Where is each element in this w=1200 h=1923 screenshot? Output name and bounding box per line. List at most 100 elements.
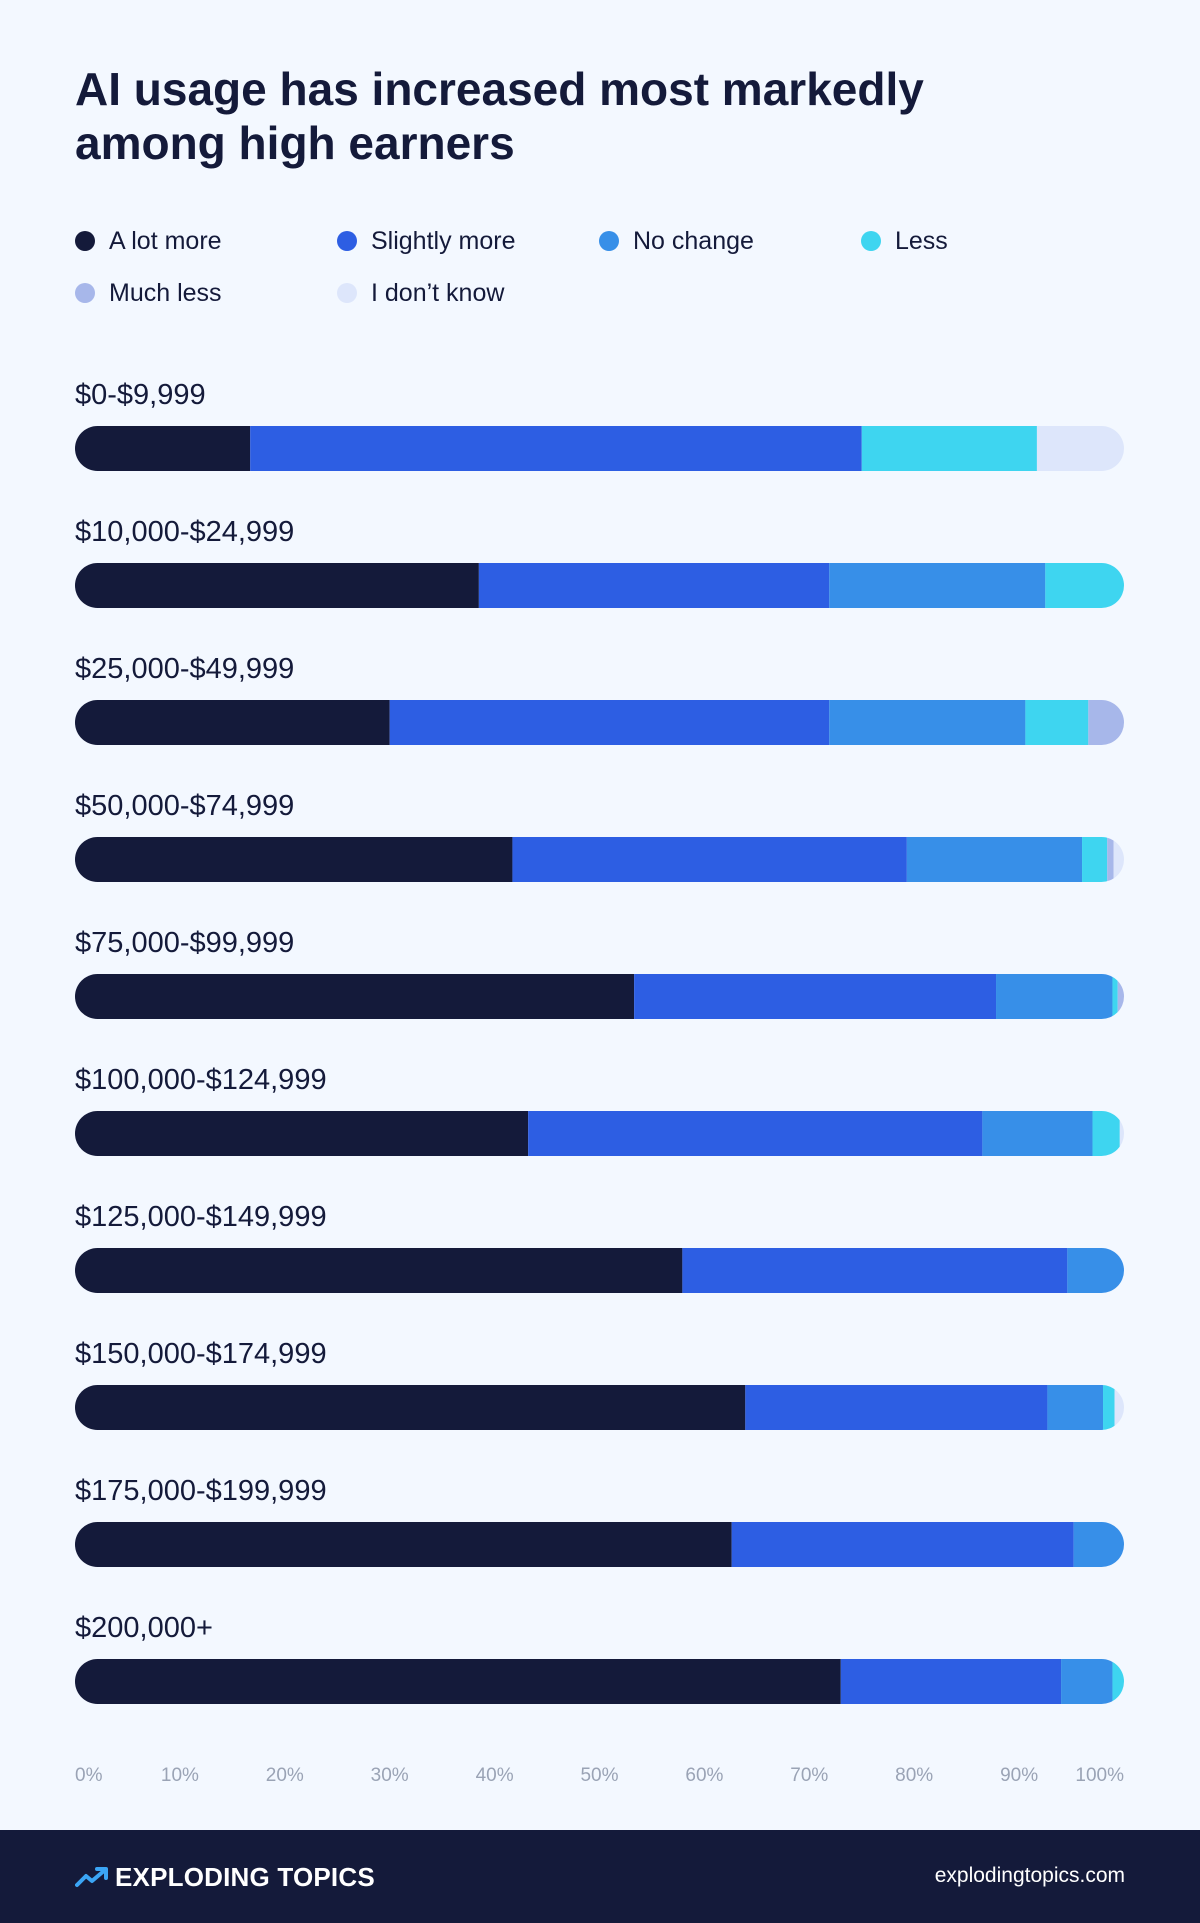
legend-label: Slightly more [371,226,516,255]
legend-label: A lot more [109,226,222,255]
chart-title: AI usage has increased most markedly amo… [75,63,924,169]
bar-segment [75,1659,841,1704]
site-url[interactable]: explodingtopics.com [934,1864,1125,1887]
brand-logo[interactable]: EXPLODING TOPICS [75,1860,375,1894]
x-tick-label: 20% [266,1765,304,1786]
bar-segment [512,837,907,882]
x-tick-label: 100% [1075,1765,1124,1786]
footer: EXPLODING TOPICS explodingtopics.com [0,1830,1200,1923]
bar-row [75,563,1124,608]
bar-segment [75,1248,683,1293]
bar-segment [75,1522,732,1567]
category-label: $175,000-$199,999 [75,1475,327,1507]
trend-arrow-icon [75,1867,108,1887]
legend-swatch [75,231,95,251]
brand-name: EXPLODING TOPICS [115,1861,375,1892]
bar-segment [75,1111,529,1156]
stacked-bar-chart: $0-$9,999 $10,000-$24,999 $25,000-$49,999 $… [75,379,1124,1786]
bar-segment [829,563,1046,608]
legend-swatch [337,283,357,303]
bar-segment [1113,837,1124,882]
bar-segment [996,974,1113,1019]
bar-segment [1119,1111,1124,1156]
bar-segment [528,1111,983,1156]
category-label: $50,000-$74,999 [75,790,294,822]
bar-segment [1036,426,1124,471]
bar-segment [1082,837,1108,882]
bar-row [75,974,1124,1019]
category-label: $200,000+ [75,1612,213,1644]
legend-swatch [75,283,95,303]
x-tick-label: 30% [371,1765,409,1786]
bar-row [75,1385,1124,1430]
category-label: $100,000-$124,999 [75,1064,327,1096]
bar-segment [478,563,830,608]
bar-row [75,1659,1124,1704]
bar-segment [1112,974,1118,1019]
bar-row [75,700,1124,745]
bar-segment [1047,1385,1104,1430]
bar-segment [1112,1659,1124,1704]
bar-segment [250,426,862,471]
bar-segment [1117,974,1124,1019]
legend-item: I don’t know [337,278,599,308]
x-tick-label: 40% [476,1765,514,1786]
legend-swatch [337,231,357,251]
legend-swatch [861,231,881,251]
bar-row [75,426,1124,471]
x-tick-label: 0% [75,1765,103,1786]
x-tick-label: 10% [161,1765,199,1786]
bar-segment [1073,1522,1124,1567]
legend-item: Less [861,226,1123,256]
bar-segment [75,563,479,608]
bar-segment [682,1248,1068,1293]
bar-segment [75,837,513,882]
bar-segment [389,700,830,745]
x-tick-label: 90% [1000,1765,1038,1786]
legend-swatch [599,231,619,251]
x-tick-label: 50% [580,1765,618,1786]
legend-label: I don’t know [371,278,505,307]
category-label: $75,000-$99,999 [75,927,294,959]
bar-row [75,1522,1124,1567]
bar-segment [861,426,1037,471]
legend-item: A lot more [75,226,337,256]
x-tick-label: 60% [685,1765,723,1786]
x-tick-label: 70% [790,1765,828,1786]
category-label: $0-$9,999 [75,379,206,411]
legend: A lot more Slightly more No change Less Much… [75,226,1125,308]
bar-segment [1107,837,1114,882]
bar-segment [75,1385,746,1430]
legend-label: Much less [109,278,222,307]
x-tick-label: 80% [895,1765,933,1786]
bar-segment [840,1659,1062,1704]
bar-segment [1103,1385,1115,1430]
legend-item: Much less [75,278,337,308]
bar-segment [1025,700,1089,745]
bar-segment [1114,1385,1124,1430]
bar-segment [982,1111,1093,1156]
bar-segment [634,974,997,1019]
bar-segment [1092,1111,1120,1156]
legend-item: No change [599,226,861,256]
legend-label: Less [895,226,948,255]
legend-item: Slightly more [337,226,599,256]
legend-label: No change [633,226,754,255]
bar-row [75,1248,1124,1293]
bar-segment [745,1385,1048,1430]
category-label: $150,000-$174,999 [75,1338,327,1370]
bar-segment [1045,563,1124,608]
bar-segment [829,700,1026,745]
bar-row [75,837,1124,882]
bar-segment [906,837,1083,882]
bar-segment [1067,1248,1124,1293]
bar-segment [1088,700,1124,745]
category-label: $25,000-$49,999 [75,653,294,685]
category-label: $125,000-$149,999 [75,1201,327,1233]
bar-segment [75,700,390,745]
bar-segment [731,1522,1074,1567]
bar-row [75,1111,1124,1156]
bar-segment [75,426,251,471]
bar-segment [75,974,635,1019]
category-label: $10,000-$24,999 [75,516,294,548]
